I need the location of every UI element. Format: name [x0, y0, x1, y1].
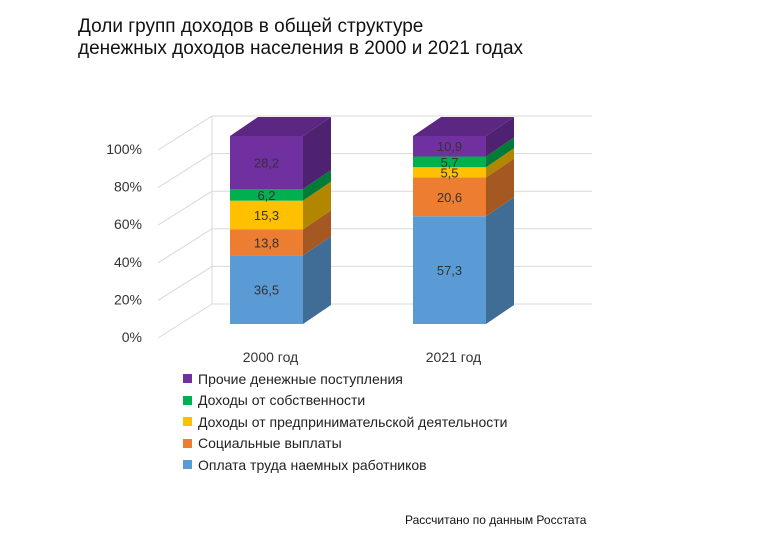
- source-note: Рассчитано по данным Росстата: [405, 513, 587, 527]
- bar-side-1-4: [486, 117, 514, 157]
- bar-segment-1-2: [413, 167, 486, 178]
- data-label: 57,3: [437, 263, 462, 278]
- data-label: 6,2: [257, 188, 275, 203]
- y-tick-label: 40%: [114, 254, 142, 270]
- x-tick-label: 2021 год: [426, 349, 481, 365]
- x-tick-label: 2000 год: [243, 349, 298, 365]
- y-tick-label: 80%: [114, 179, 142, 195]
- data-label: 10,9: [437, 139, 462, 154]
- bar-segment-1-0: [413, 216, 486, 324]
- legend-item: Социальные выплаты: [183, 433, 508, 455]
- legend-label: Оплата труда наемных работников: [198, 456, 427, 473]
- data-label: 5,7: [440, 155, 458, 170]
- legend-item: Оплата труда наемных работников: [183, 454, 508, 476]
- bar-segment-1-3: [413, 156, 486, 168]
- legend-item: Доходы от предпринимательской деятельнос…: [183, 411, 508, 433]
- bar-segment-0-0: [230, 255, 303, 324]
- data-label: 36,5: [254, 283, 279, 298]
- legend-item: Доходы от собственности: [183, 390, 508, 412]
- gridline-diag: [157, 303, 213, 339]
- gridline-diag: [157, 228, 213, 264]
- chart-title-line-2: денежных доходов населения в 2000 и 2021…: [78, 38, 524, 59]
- data-label: 5,5: [440, 165, 458, 180]
- bar-segment-1-4: [413, 136, 486, 157]
- bar-side-1-1: [486, 158, 514, 217]
- bar-top-1: [413, 117, 514, 136]
- bar-segment-0-2: [230, 200, 303, 230]
- legend-swatch: [183, 417, 192, 427]
- bar-side-1-2: [486, 148, 514, 178]
- legend-swatch: [183, 460, 192, 470]
- legend-label: Прочие денежные поступления: [198, 370, 403, 387]
- legend-swatch: [183, 395, 192, 405]
- data-label: 28,2: [254, 156, 279, 171]
- bar-top-0: [230, 117, 331, 136]
- bar-side-0-3: [303, 170, 331, 201]
- y-tick-label: 100%: [106, 141, 142, 157]
- legend-swatch: [183, 374, 192, 384]
- gridline-diag: [157, 115, 213, 151]
- data-label: 15,3: [254, 208, 279, 223]
- data-label: 20,6: [437, 190, 462, 205]
- chart-title: Доли групп доходов в общей структуре ден…: [78, 16, 523, 60]
- bar-side-0-1: [303, 210, 331, 256]
- bar-side-0-4: [303, 117, 331, 190]
- y-tick-label: 20%: [114, 291, 142, 307]
- bar-side-0-2: [303, 181, 331, 230]
- chart-legend: Прочие денежные поступления Доходы от соб…: [183, 368, 508, 476]
- bar-segment-0-4: [230, 136, 303, 190]
- legend-swatch: [183, 438, 192, 448]
- chart-title-line-1: Доли групп доходов в общей структуре: [78, 16, 424, 37]
- gridline-diag: [157, 190, 213, 226]
- bar-side-0-0: [303, 236, 331, 324]
- y-tick-label: 60%: [114, 216, 142, 232]
- gridline-diag: [157, 265, 213, 301]
- bar-side-1-3: [486, 137, 514, 168]
- bar-segment-0-3: [230, 189, 303, 201]
- legend-label: Доходы от предпринимательской деятельнос…: [198, 413, 508, 430]
- bar-side-1-0: [486, 197, 514, 324]
- y-tick-label: 0%: [122, 329, 142, 345]
- bar-segment-1-1: [413, 177, 486, 217]
- legend-label: Социальные выплаты: [198, 435, 342, 452]
- bar-segment-0-1: [230, 229, 303, 256]
- data-label: 13,8: [254, 235, 279, 250]
- legend-label: Доходы от собственности: [198, 392, 366, 409]
- gridline-diag: [157, 153, 213, 189]
- legend-item: Прочие денежные поступления: [183, 368, 508, 390]
